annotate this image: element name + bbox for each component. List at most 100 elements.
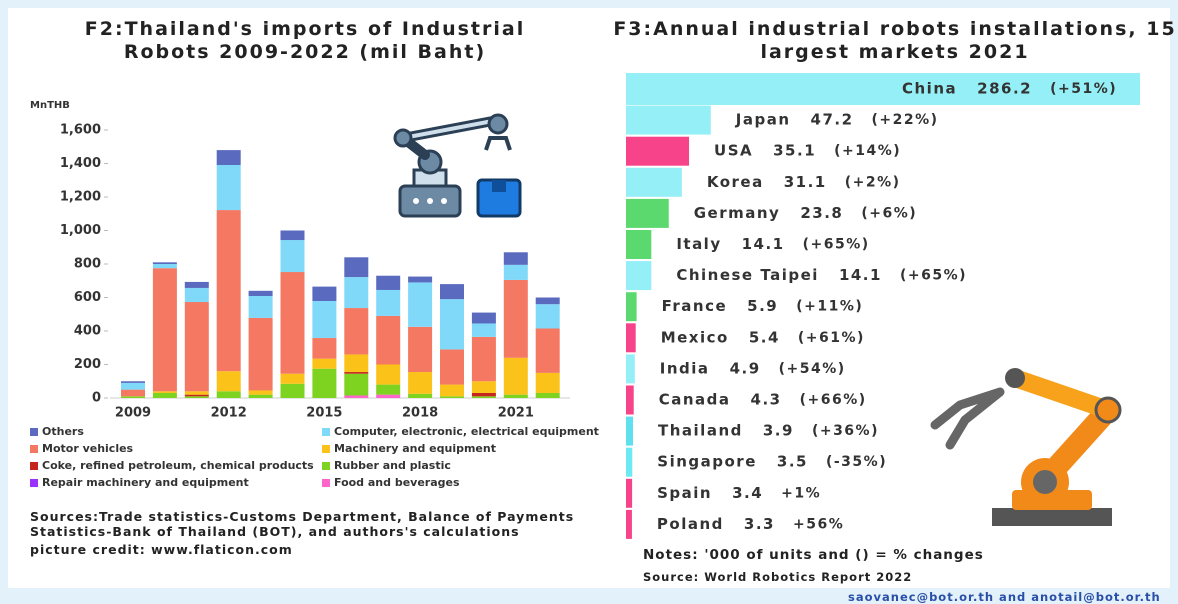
bar-segment <box>344 395 368 398</box>
bar-segment <box>185 396 209 398</box>
bar <box>626 106 711 135</box>
category-label: Japan <box>735 111 791 129</box>
contact: saovanec@bot.or.th and anotail@bot.or.th <box>848 590 1161 604</box>
bar-segment <box>376 395 400 398</box>
y-tick-label: 800 <box>74 257 101 272</box>
x-tick-label: 2018 <box>402 406 438 421</box>
change-label: (+65%) <box>900 268 967 284</box>
bar <box>626 323 636 352</box>
bar-segment <box>121 383 145 390</box>
bar-segment <box>312 301 336 338</box>
bar-segment <box>217 150 241 165</box>
robot-icon <box>395 115 520 216</box>
bar-segment <box>217 371 241 391</box>
legend-swatch <box>322 445 330 453</box>
bar <box>626 261 651 290</box>
bar-segment <box>121 381 145 383</box>
page: MnTHB02004006008001,0001,2001,4001,60020… <box>0 0 1178 604</box>
category-label: Germany <box>694 204 781 222</box>
bar-segment <box>472 396 496 398</box>
bar-segment <box>376 316 400 365</box>
bar-segment <box>408 282 432 326</box>
bar <box>626 417 633 446</box>
bar <box>626 230 651 259</box>
category-label: Mexico <box>661 328 729 346</box>
bar-segment <box>504 252 528 265</box>
value-label: 4.3 <box>751 391 782 409</box>
value-label: 23.8 <box>800 204 843 222</box>
legend-swatch <box>322 479 330 487</box>
value-label: 14.1 <box>742 235 785 253</box>
bar-segment <box>153 264 177 268</box>
change-label: +1% <box>781 485 821 501</box>
bar-segment <box>185 302 209 391</box>
bar-segment <box>281 240 305 272</box>
y-tick-label: 0 <box>92 391 101 406</box>
legend-swatch <box>322 428 330 436</box>
y-tick-label: 1,000 <box>60 223 101 238</box>
bar-segment <box>472 323 496 336</box>
legend-label: Rubber and plastic <box>334 459 451 472</box>
value-label: 5.4 <box>749 328 780 346</box>
category-label: Italy <box>676 235 721 253</box>
change-label: (+6%) <box>861 205 917 221</box>
bar-segment <box>504 280 528 358</box>
category-label: Poland <box>657 515 724 533</box>
bar-segment <box>153 391 177 393</box>
bar-segment <box>536 328 560 372</box>
bar-segment <box>249 395 273 398</box>
bar-segment <box>312 338 336 359</box>
bar-segment <box>344 354 368 372</box>
category-label: Chinese Taipei <box>676 266 819 284</box>
y-tick-label: 200 <box>74 357 101 372</box>
bar-segment <box>536 304 560 328</box>
bar-segment <box>440 299 464 349</box>
change-label: (+61%) <box>798 330 865 346</box>
bar-segment <box>344 308 368 354</box>
bar-segment <box>281 374 305 384</box>
bar-segment <box>217 165 241 210</box>
legend-label: Coke, refined petroleum, chemical produc… <box>42 459 314 472</box>
bar-segment <box>217 391 241 398</box>
bar-segment <box>344 257 368 277</box>
bar <box>626 199 669 228</box>
bar-segment <box>408 394 432 398</box>
bar-segment <box>344 277 368 308</box>
bar-segment <box>281 272 305 374</box>
chart-title: F2:Thailand's imports of Industrial Robo… <box>40 18 570 64</box>
bar-segment <box>185 395 209 397</box>
bar-segment <box>312 359 336 369</box>
y-tick-label: 1,200 <box>60 190 101 205</box>
bar-segment <box>217 210 241 371</box>
value-label: 3.9 <box>763 422 794 440</box>
x-tick-label: 2021 <box>498 406 534 421</box>
legend-label: Motor vehicles <box>42 442 134 455</box>
category-label: India <box>660 359 710 377</box>
change-label: (+54%) <box>779 361 846 377</box>
bar-segment <box>408 277 432 283</box>
change-label: +56% <box>793 516 844 532</box>
bar-segment <box>376 290 400 316</box>
robot-arm-icon <box>935 368 1120 526</box>
y-tick-label: 600 <box>74 290 101 305</box>
bar-segment <box>504 265 528 280</box>
y-axis-label: MnTHB <box>30 100 70 111</box>
legend-swatch <box>30 462 38 470</box>
legend-swatch <box>30 428 38 436</box>
value-label: 3.3 <box>744 515 775 533</box>
value-label: 14.1 <box>839 266 882 284</box>
bar-segment <box>440 396 464 398</box>
legend-swatch <box>322 462 330 470</box>
bar-segment <box>440 284 464 299</box>
bar <box>626 137 689 166</box>
source-note: Source: World Robotics Report 2022 <box>643 570 912 584</box>
x-tick-label: 2012 <box>211 406 247 421</box>
category-label: Korea <box>707 173 764 191</box>
bar-segment <box>536 393 560 398</box>
change-label: (+14%) <box>834 143 901 159</box>
legend-label: Repair machinery and equipment <box>42 476 249 489</box>
bar <box>626 354 635 383</box>
source-note: Sources:Trade statistics-Customs Departm… <box>30 509 600 539</box>
change-label: (+11%) <box>796 299 863 315</box>
value-label: 3.4 <box>732 484 763 502</box>
